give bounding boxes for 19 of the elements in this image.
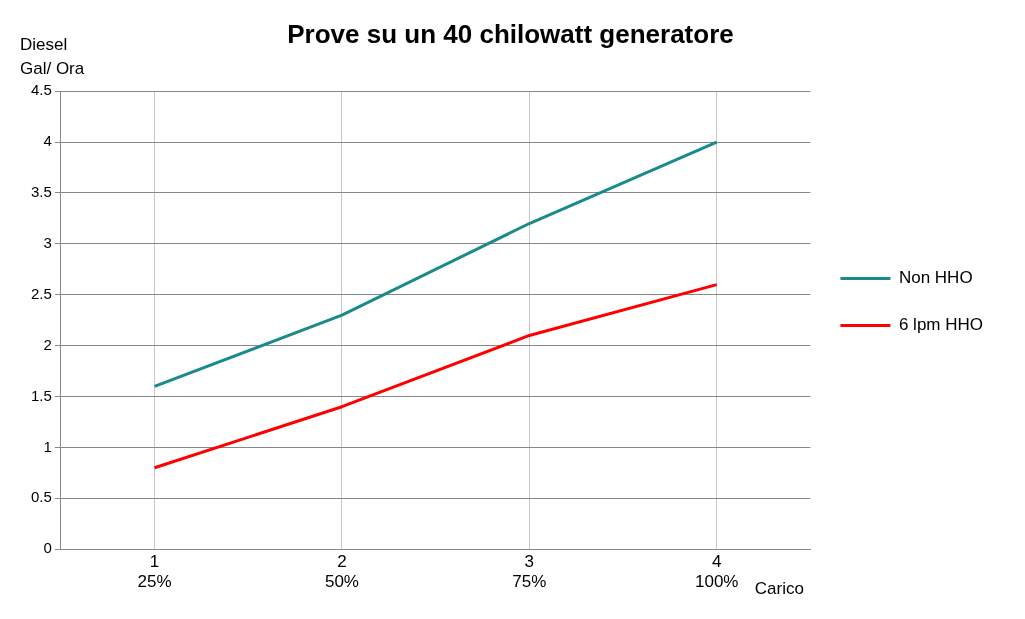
- legend-label: 6 lpm HHO: [898, 315, 984, 335]
- x-axis-title: Carico: [754, 579, 804, 599]
- y-tick-label: 1: [43, 437, 52, 455]
- legend-label: Non HHO: [898, 268, 973, 288]
- y-tick-label: 0.5: [30, 488, 52, 506]
- y-tick-label: 0: [43, 539, 52, 557]
- x-tick-label: 1 25%: [137, 552, 172, 592]
- y-tick-label: 2.5: [30, 284, 52, 302]
- y-tick-label: 4.5: [30, 81, 52, 99]
- y-tick-label: 2: [43, 335, 52, 353]
- y-tick-label: 1.5: [30, 386, 52, 404]
- x-tick-label: 4 100%: [694, 552, 739, 592]
- y-tick-label: 3.5: [30, 183, 52, 201]
- x-tick-label: 3 75%: [512, 552, 547, 592]
- y-tick-label: 4: [43, 132, 52, 150]
- chart-title: Prove su un 40 chilowatt generatore: [287, 18, 734, 49]
- y-axis-title: Diesel Gal/ Ora: [20, 35, 85, 78]
- y-tick-label: 3: [43, 234, 52, 252]
- x-tick-label: 2 50%: [324, 552, 359, 592]
